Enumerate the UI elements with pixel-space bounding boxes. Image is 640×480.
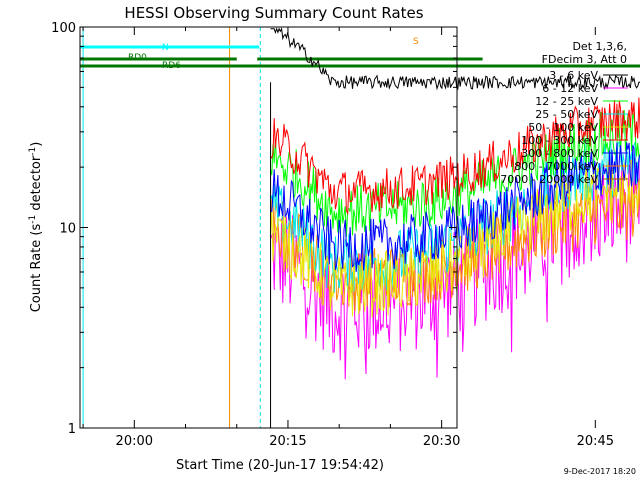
y-axis-label-a: Count Rate (s [29, 224, 44, 313]
y-tick-label-2: 100 [51, 21, 76, 36]
legend-label-6: 300 - 800 keV [521, 147, 598, 160]
legend-label-4: 50 - 100 keV [528, 121, 598, 134]
legend-header-0: Det 1,3,6, [572, 40, 627, 53]
legend-label-2: 12 - 25 keV [535, 95, 598, 108]
legend-label-0: 3 - 6 keV [549, 69, 598, 82]
y-tick-label-1: 10 [59, 222, 76, 237]
chart-title: HESSI Observing Summary Count Rates [124, 4, 423, 22]
y-axis-label: Count Rate (s-1 detector-1) [28, 142, 44, 313]
y-axis-label-c: ) [29, 142, 44, 147]
y-axis-label-sup: -1 [28, 215, 38, 224]
legend-label-1: 6 - 12 keV [542, 82, 598, 95]
x-tick-label-0: 20:00 [116, 434, 153, 449]
legend-label-8: 7000 - 20000 keV [500, 173, 598, 186]
series-line-5 [270, 97, 640, 216]
x-tick-label-2: 20:30 [423, 434, 460, 449]
series-line-2 [270, 109, 640, 238]
footer-date: 9-Dec-2017 18:20 [564, 467, 636, 476]
state-label-rd0: RD0 [128, 53, 147, 63]
state-label-s: S [413, 37, 419, 47]
legend-label-7: 800 - 7000 keV [514, 160, 598, 173]
axes: 11010020:0020:1520:3020:4521:0021:1521:3… [51, 21, 614, 449]
x-tick-label-3: 20:45 [577, 434, 614, 449]
legend-header-1: FDecim 3, Att 0 [542, 53, 627, 66]
y-axis-label-b: detector [29, 155, 44, 215]
legend-label-5: 100 - 300 keV [521, 134, 598, 147]
series-line-6 [270, 142, 640, 273]
state-label-rd6: RD6 [162, 61, 181, 71]
series-line-4 [270, 159, 640, 318]
legend-label-3: 25 - 50 keV [535, 108, 598, 121]
x-tick-label-1: 20:15 [269, 434, 306, 449]
y-axis-label-sup2: -1 [28, 147, 38, 156]
plot-area: N S RD0 RD6 [80, 27, 640, 428]
series-line-0 [270, 27, 640, 91]
x-axis-label: Start Time (20-Jun-17 19:54:42) [176, 458, 384, 473]
y-tick-label-0: 1 [68, 422, 76, 437]
state-label-n: N [162, 43, 169, 53]
axes-frame [79, 26, 458, 429]
